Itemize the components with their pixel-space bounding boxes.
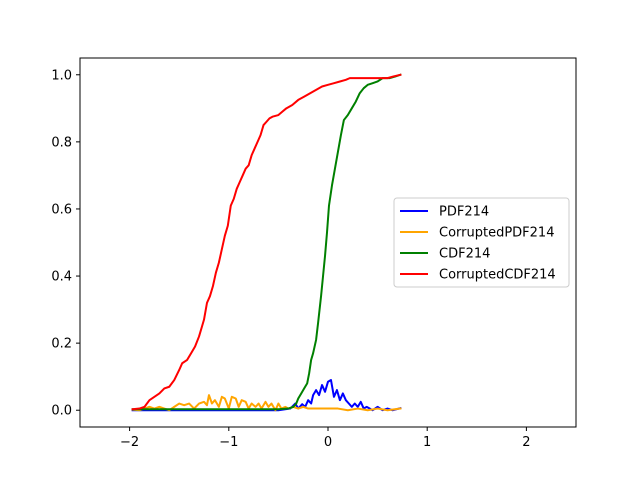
x-tick-label: 0: [324, 435, 332, 450]
y-tick-label: 1.0: [51, 68, 72, 83]
x-tick-label: 2: [522, 435, 530, 450]
x-tick-label: −1: [219, 435, 238, 450]
y-tick-label: 0.6: [51, 202, 72, 217]
x-tick-label: 1: [423, 435, 431, 450]
legend-label-corruptedpdf214: CorruptedPDF214: [439, 226, 554, 241]
x-axis: −2 −1 0 1 2: [120, 427, 531, 450]
legend: PDF214 CorruptedPDF214 CDF214 CorruptedCDF2…: [393, 197, 570, 288]
y-tick-label: 0.4: [51, 270, 72, 285]
y-tick-label: 0.0: [51, 404, 72, 419]
y-tick-label: 0.2: [51, 337, 72, 352]
x-tick-label: −2: [120, 435, 139, 450]
legend-label-pdf214: PDF214: [439, 205, 489, 220]
series-line-cdf214: [131, 73, 402, 411]
legend-box: [393, 197, 570, 288]
y-axis: 0.0 0.2 0.4 0.6 0.8 1.0: [51, 68, 80, 419]
legend-label-corruptedcdf214: CorruptedCDF214: [439, 268, 556, 283]
legend-label-cdf214: CDF214: [439, 247, 490, 262]
series-layer: [131, 73, 402, 412]
y-tick-label: 0.8: [51, 135, 72, 150]
series-line-corruptedcdf214: [131, 73, 402, 411]
series-line-corruptedpdf214: [131, 394, 402, 412]
